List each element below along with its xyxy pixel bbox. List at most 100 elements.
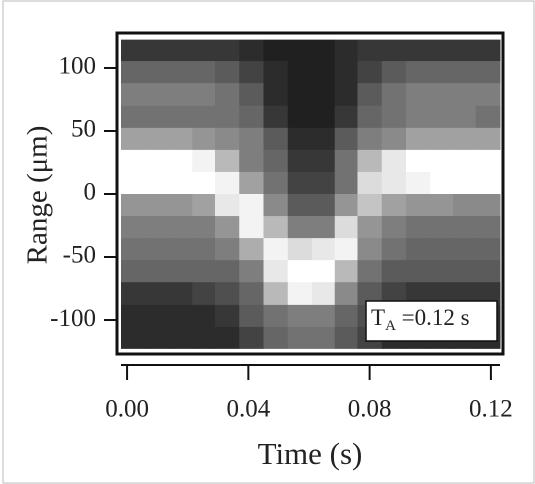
heatmap-cell xyxy=(192,127,216,151)
heatmap-cell xyxy=(334,260,358,283)
heatmap-cell xyxy=(357,194,383,217)
heatmap-cell xyxy=(287,105,313,129)
heatmap-cell xyxy=(334,282,358,306)
heatmap-cell xyxy=(334,149,358,173)
heatmap-cell xyxy=(312,61,336,84)
heatmap-cell xyxy=(312,216,336,239)
heatmap-cell xyxy=(334,194,358,217)
x-tick-label: 0.08 xyxy=(348,396,392,423)
heatmap-cell xyxy=(430,194,454,217)
annotation: TA =0.12 s xyxy=(371,305,470,334)
y-tick-label: -50 xyxy=(63,242,96,269)
heatmap-cell xyxy=(239,238,265,261)
heatmap-cell xyxy=(239,105,265,129)
heatmap-cell xyxy=(334,304,358,328)
heatmap-cell xyxy=(145,105,171,129)
heatmap-cell xyxy=(453,216,477,239)
heatmap-cell xyxy=(381,216,407,239)
heatmap-cell xyxy=(475,83,501,107)
heatmap-cell xyxy=(475,216,501,239)
heatmap-cell xyxy=(214,61,240,84)
heatmap-cell xyxy=(475,61,501,84)
heatmap-cell xyxy=(406,171,431,195)
heatmap-cell xyxy=(381,61,407,84)
heatmap-cell xyxy=(381,149,407,173)
heatmap-cell xyxy=(121,282,146,306)
heatmap-cell xyxy=(145,39,171,62)
heatmap-cell xyxy=(312,282,336,306)
heatmap-cell xyxy=(334,61,358,84)
heatmap-cell xyxy=(263,282,289,306)
heatmap-cell xyxy=(381,260,407,283)
heatmap-cell xyxy=(406,83,431,107)
heatmap-cell xyxy=(381,238,407,261)
heatmap-cell xyxy=(453,171,477,195)
heatmap-cell xyxy=(475,127,501,151)
heatmap-cell xyxy=(475,260,501,283)
heatmap-cell xyxy=(312,171,336,195)
heatmap-cell xyxy=(406,282,431,306)
heatmap-cell xyxy=(357,171,383,195)
heatmap-cell xyxy=(169,149,193,173)
heatmap-cell xyxy=(334,326,358,349)
heatmap-cell xyxy=(381,105,407,129)
heatmap-cell xyxy=(121,238,146,261)
heatmap-cell xyxy=(406,238,431,261)
heatmap-cell xyxy=(239,282,265,306)
heatmap-cell xyxy=(263,61,289,84)
heatmap-cell xyxy=(287,216,313,239)
heatmap-cell xyxy=(121,39,146,62)
heatmap-cell xyxy=(406,61,431,84)
heatmap-cell xyxy=(214,260,240,283)
heatmap-cell xyxy=(334,216,358,239)
annotation-rest: =0.12 s xyxy=(396,305,470,330)
heatmap-cell xyxy=(357,127,383,151)
heatmap-cell xyxy=(169,326,193,349)
heatmap-cell xyxy=(192,260,216,283)
heatmap-cell xyxy=(121,304,146,328)
heatmap-cell xyxy=(453,83,477,107)
y-tick-label: -100 xyxy=(50,305,96,332)
heatmap-cell xyxy=(121,127,146,151)
heatmap-cell xyxy=(287,127,313,151)
heatmap-cell xyxy=(430,149,454,173)
heatmap-cell xyxy=(312,260,336,283)
heatmap-cell xyxy=(287,260,313,283)
heatmap-cell xyxy=(169,105,193,129)
annotation-box xyxy=(365,300,498,342)
y-tick-label: 0 xyxy=(84,179,97,206)
heatmap-cell xyxy=(381,171,407,195)
heatmap-cell xyxy=(214,105,240,129)
y-tick-label: 100 xyxy=(59,53,97,80)
heatmap-cell xyxy=(214,304,240,328)
heatmap-cell xyxy=(381,39,407,62)
annotation-subscript: A xyxy=(385,318,396,334)
heatmap-cell xyxy=(121,194,146,217)
heatmap-cell xyxy=(453,194,477,217)
heatmap-cell xyxy=(287,326,313,349)
heatmap-cell xyxy=(263,127,289,151)
heatmap-cell xyxy=(334,39,358,62)
heatmap-cell xyxy=(145,171,171,195)
heatmap-cell xyxy=(239,194,265,217)
heatmap-cell xyxy=(430,127,454,151)
heatmap-cell xyxy=(169,127,193,151)
heatmap-cell xyxy=(453,149,477,173)
heatmap-cell xyxy=(430,260,454,283)
heatmap-cell xyxy=(430,61,454,84)
heatmap-cell xyxy=(192,238,216,261)
heatmap-cell xyxy=(169,304,193,328)
heatmap-cell xyxy=(430,39,454,62)
heatmap-cell xyxy=(475,149,501,173)
heatmap-cell xyxy=(406,260,431,283)
heatmap-cell xyxy=(263,216,289,239)
heatmap-cell xyxy=(121,171,146,195)
y-axis-label: Range (μm) xyxy=(22,126,54,265)
heatmap-cell xyxy=(312,83,336,107)
heatmap-cell xyxy=(169,282,193,306)
heatmap-cell xyxy=(357,149,383,173)
heatmap-cell xyxy=(121,260,146,283)
heatmap-cell xyxy=(287,61,313,84)
heatmap-cell xyxy=(145,326,171,349)
